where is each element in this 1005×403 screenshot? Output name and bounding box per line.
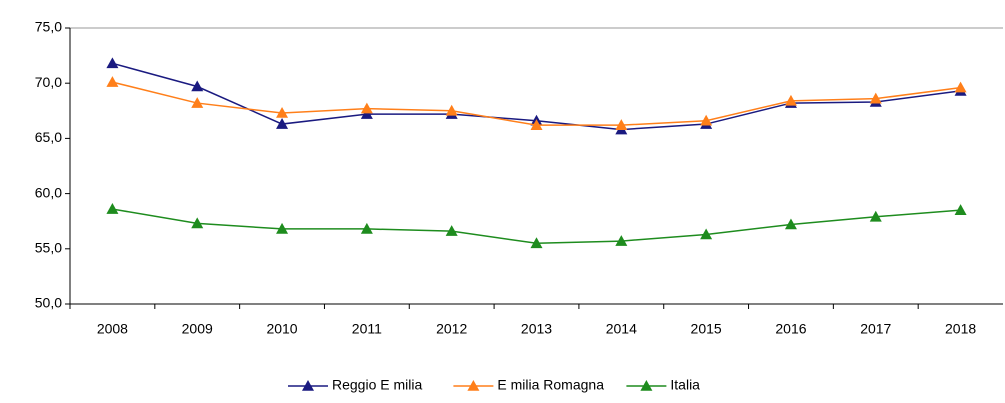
x-tick-label: 2008 <box>97 321 128 337</box>
x-tick-label: 2014 <box>606 321 637 337</box>
y-tick-label: 50,0 <box>35 295 62 311</box>
x-tick-label: 2018 <box>945 321 976 337</box>
x-tick-label: 2009 <box>182 321 213 337</box>
y-tick-label: 65,0 <box>35 129 62 145</box>
legend-marker <box>302 380 314 391</box>
point-marker <box>360 102 373 114</box>
point-marker <box>360 108 373 119</box>
point-marker <box>615 235 628 246</box>
y-tick-label: 75,0 <box>35 19 62 35</box>
legend-label: Italia <box>670 377 700 393</box>
point-marker <box>445 104 458 116</box>
y-tick-label: 70,0 <box>35 74 62 90</box>
point-marker <box>954 204 967 215</box>
point-marker <box>191 80 204 92</box>
y-tick-label: 60,0 <box>35 184 62 200</box>
point-marker <box>191 217 204 229</box>
x-tick-label: 2012 <box>436 321 467 337</box>
point-marker <box>106 76 119 87</box>
x-tick-label: 2015 <box>691 321 722 337</box>
legend-marker <box>467 380 480 391</box>
x-tick-label: 2017 <box>860 321 891 337</box>
x-tick-label: 2011 <box>352 321 382 337</box>
point-marker <box>530 237 543 249</box>
x-tick-label: 2010 <box>266 321 297 337</box>
legend-label: E milia Romagna <box>497 377 604 393</box>
point-marker <box>276 222 289 234</box>
point-marker <box>106 57 119 69</box>
point-marker <box>615 119 628 130</box>
legend-label: Reggio E milia <box>332 377 422 393</box>
point-marker <box>276 118 289 129</box>
point-marker <box>784 94 797 106</box>
point-marker <box>700 228 713 240</box>
point-marker <box>784 218 797 230</box>
point-marker <box>106 203 119 214</box>
point-marker <box>700 114 713 126</box>
x-tick-label: 2016 <box>775 321 806 337</box>
point-marker <box>954 81 967 93</box>
point-marker <box>445 225 458 236</box>
legend-marker <box>640 380 653 391</box>
point-marker <box>530 119 543 130</box>
point-marker <box>276 107 289 118</box>
point-marker <box>191 97 204 108</box>
point-marker <box>869 210 882 222</box>
y-tick-label: 55,0 <box>35 240 62 256</box>
x-tick-label: 2013 <box>521 321 552 337</box>
point-marker <box>360 222 373 234</box>
point-marker <box>869 92 882 104</box>
